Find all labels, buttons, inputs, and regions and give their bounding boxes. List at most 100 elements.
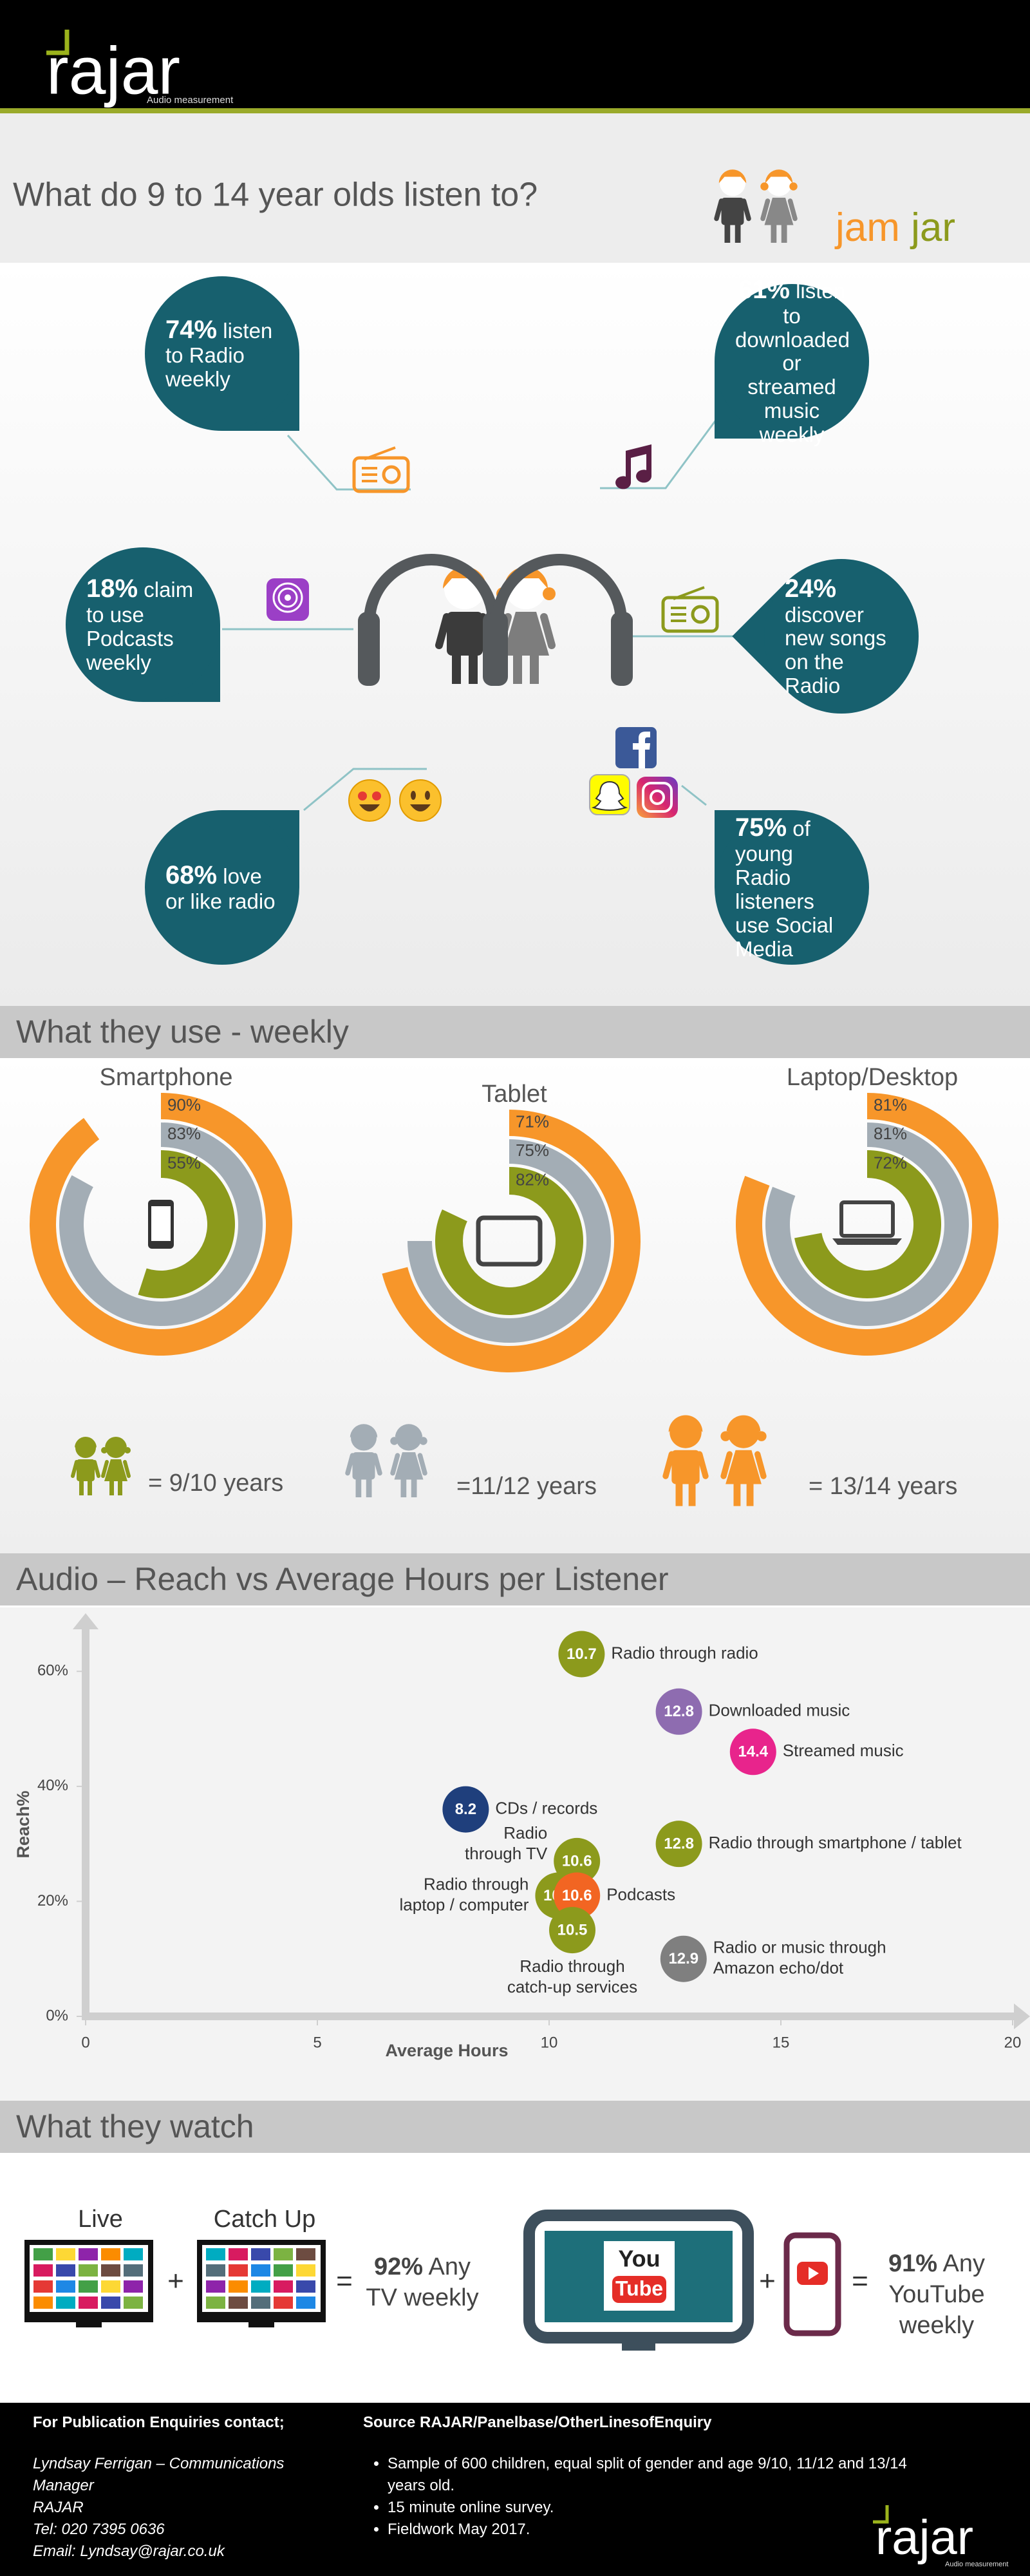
- body: [764, 198, 794, 225]
- hair: [75, 1437, 97, 1448]
- laptop-screen: [839, 1200, 895, 1238]
- channel-logo: [274, 2297, 293, 2309]
- fact-description: claim to use Podcasts weekly: [86, 578, 194, 674]
- fact: 75% of young Radio listeners use Social …: [735, 813, 848, 961]
- leg: [366, 1476, 372, 1497]
- device-name: Smartphone: [99, 1064, 232, 1091]
- body: [503, 612, 549, 656]
- headphone-cup: [358, 612, 380, 686]
- body: [77, 1459, 95, 1481]
- fact: 24% discover new songs on the Radio: [785, 574, 898, 698]
- x-axis-arrow: [1014, 2003, 1030, 2029]
- operator: +: [759, 2266, 776, 2297]
- channel-logo: [229, 2280, 248, 2293]
- channel-logo: [296, 2280, 315, 2293]
- child-icon: [714, 169, 751, 243]
- fact: 74% listen to Radio weekly: [165, 297, 279, 410]
- facebook-glyph: [633, 732, 650, 768]
- usage-value-label: 81%: [874, 1095, 907, 1114]
- source-bullets: Sample of 600 children, equal split of g…: [363, 2453, 942, 2541]
- leg: [411, 1476, 417, 1497]
- section-title: Audio – Reach vs Average Hours per Liste…: [16, 1561, 669, 1597]
- reach-point-hours: 10.6: [562, 1887, 592, 1904]
- x-tick-label: 15: [772, 2034, 790, 2051]
- arm: [71, 1460, 79, 1478]
- reach-point: [554, 1872, 601, 1919]
- header-rule: [0, 108, 1030, 113]
- channel-logo: [251, 2297, 270, 2309]
- arm: [123, 1460, 131, 1478]
- child-icon: [345, 1424, 382, 1497]
- reach-point-label: Radio through: [520, 1956, 624, 1976]
- contact-lines: Lyndsay Ferrigan – Communications Manager…: [33, 2453, 329, 2562]
- hair: [395, 1424, 423, 1438]
- leg: [109, 1479, 114, 1495]
- reach-point-label: Amazon echo/dot: [713, 1958, 844, 1978]
- youtube-play: [809, 2267, 819, 2280]
- usage-arc: [435, 1167, 583, 1315]
- connector: [303, 768, 427, 811]
- reach-point: [655, 1821, 702, 1868]
- channel-logo: [33, 2280, 53, 2293]
- arm: [93, 1460, 100, 1478]
- fact-description: of young Radio listeners use Social Medi…: [735, 817, 834, 961]
- x-tick-label: 20: [1004, 2034, 1022, 2051]
- arm: [345, 1453, 355, 1476]
- fact-percent: 68%: [165, 861, 218, 890]
- y-tick-label: 40%: [37, 1777, 68, 1794]
- body: [394, 1452, 424, 1480]
- leg: [355, 1476, 362, 1497]
- leg: [513, 650, 522, 684]
- hair: [718, 169, 747, 184]
- reach-point-label: Radio: [503, 1823, 547, 1842]
- source-bullet: Sample of 600 children, equal split of g…: [388, 2453, 942, 2497]
- hair: [720, 1431, 731, 1441]
- instagram-frame: [642, 782, 673, 813]
- arm: [417, 1453, 427, 1476]
- channel-logo: [274, 2264, 293, 2277]
- footer-band: [0, 2403, 1030, 2576]
- radio-body: [661, 596, 719, 633]
- channel-logo: [251, 2280, 270, 2293]
- channel-logo: [56, 2248, 75, 2260]
- x-tick-label: 0: [81, 2034, 89, 2051]
- channel-logo: [124, 2297, 143, 2309]
- emoji-heart: [372, 791, 381, 800]
- connector: [681, 784, 707, 806]
- reach-point-label: Radio through smartphone / tablet: [709, 1833, 962, 1852]
- instagram-lens: [650, 790, 665, 805]
- tv-icon: [197, 2240, 326, 2327]
- headphone-band: [492, 554, 627, 622]
- contact-line: Lyndsay Ferrigan – Communications: [33, 2455, 285, 2472]
- section-bar: [0, 2101, 1030, 2153]
- channel-logo: [79, 2280, 98, 2293]
- emoji-heart: [358, 791, 367, 800]
- channel-logo: [101, 2280, 120, 2293]
- hair: [105, 1437, 127, 1448]
- operator: =: [336, 2266, 353, 2297]
- headphone-cup: [486, 612, 508, 686]
- leg: [452, 650, 461, 684]
- body: [447, 612, 483, 656]
- channel-logo: [56, 2280, 75, 2293]
- contact-line: Email: Lyndsay@rajar.co.uk: [33, 2543, 225, 2560]
- usage-arc: [138, 1150, 235, 1298]
- stat-percent: 92%: [374, 2253, 423, 2280]
- leg: [79, 1479, 84, 1495]
- stat-line: TV weekly: [366, 2284, 478, 2311]
- section-title: What they use - weekly: [16, 1014, 349, 1050]
- youtube-logo-text: Tube: [615, 2277, 663, 2300]
- snapchat-glyph: [591, 781, 628, 811]
- radio-dial: [691, 605, 710, 624]
- reach-point: [655, 1688, 702, 1735]
- arm: [760, 198, 771, 222]
- reach-point-hours: 12.8: [664, 1835, 694, 1852]
- x-tick-label: 10: [541, 2034, 558, 2051]
- bubble: [715, 284, 869, 439]
- podcast-dot: [285, 594, 291, 601]
- logo-hook: [46, 30, 70, 55]
- radio-icon: [352, 446, 410, 493]
- hair: [756, 1431, 767, 1441]
